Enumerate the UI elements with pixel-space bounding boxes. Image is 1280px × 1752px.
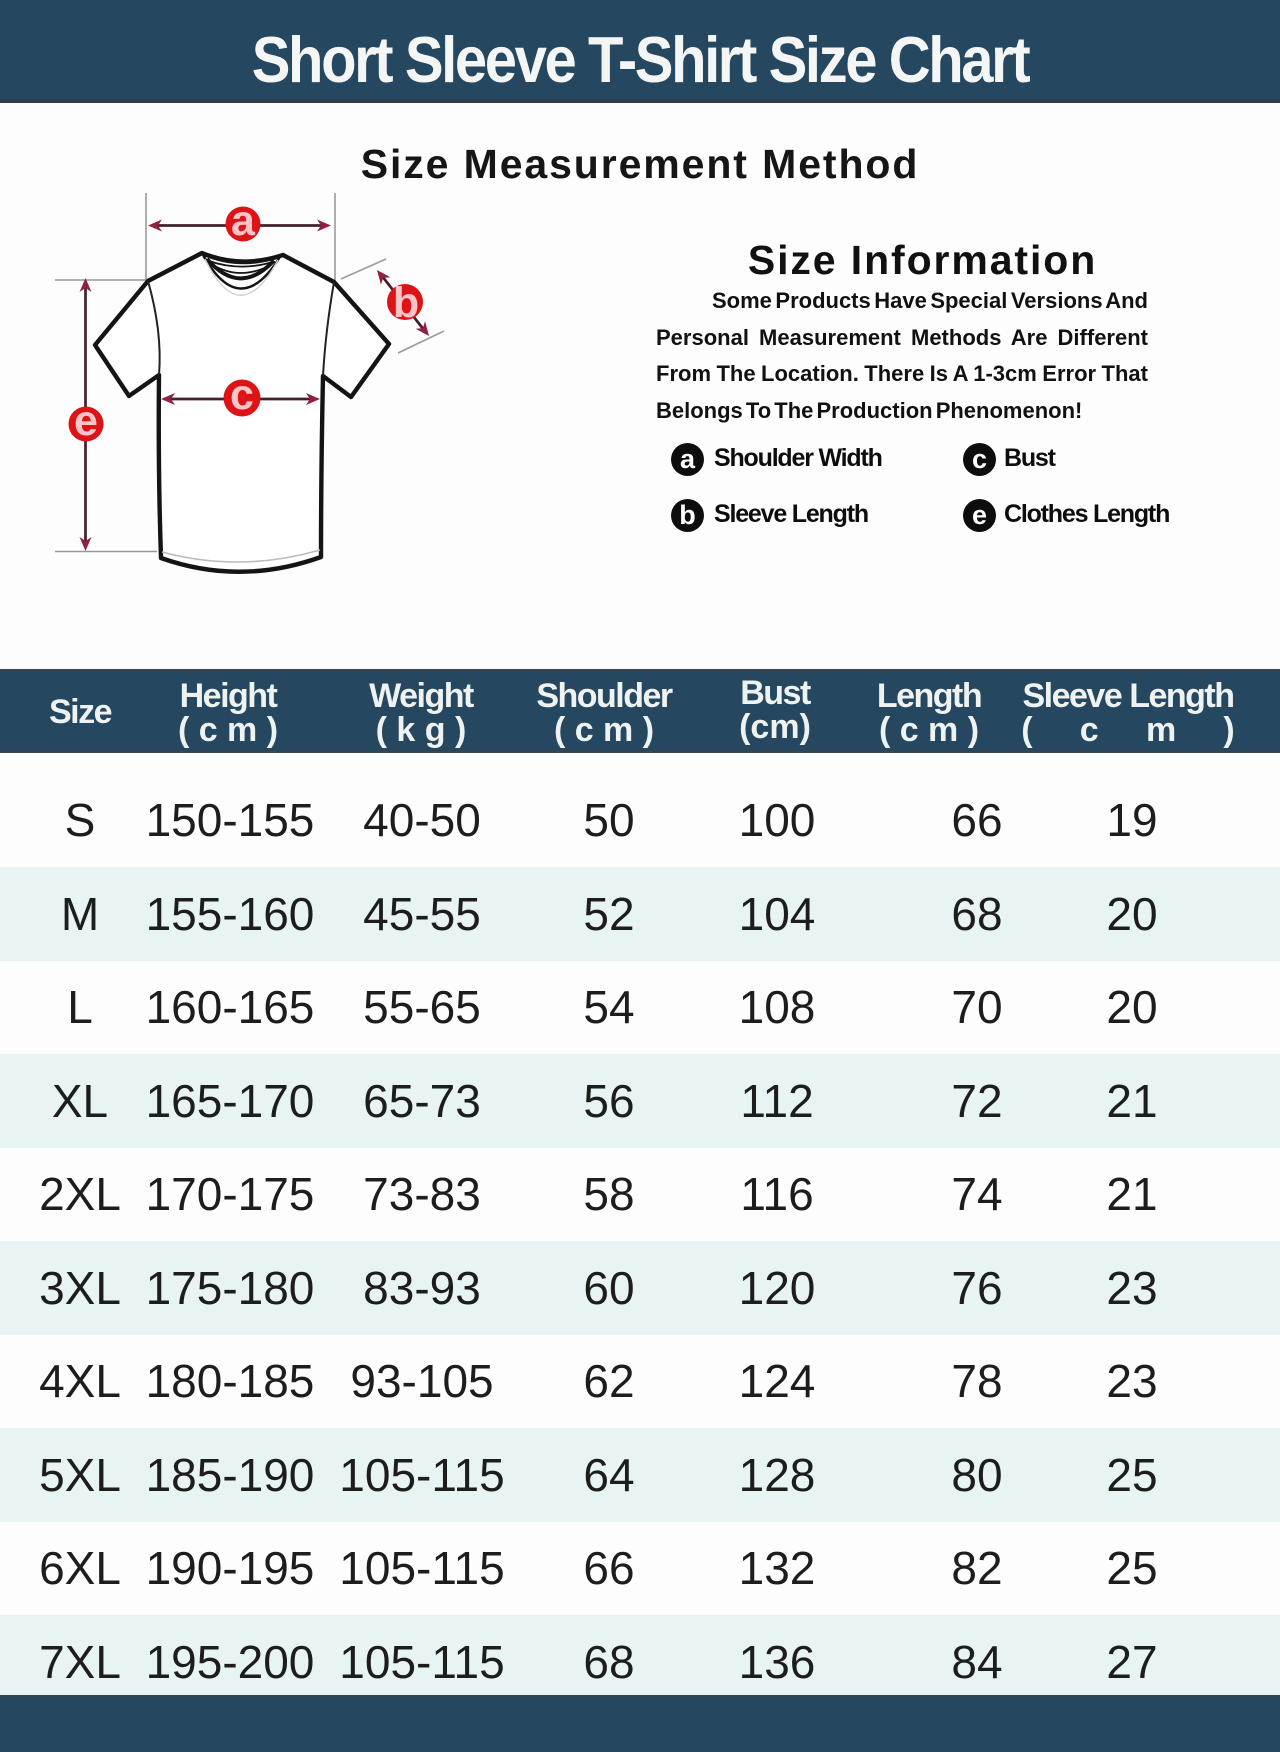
svg-text:c: c [230, 371, 254, 419]
svg-text:b: b [393, 279, 419, 327]
svg-text:e: e [74, 397, 98, 445]
svg-text:a: a [231, 197, 256, 245]
